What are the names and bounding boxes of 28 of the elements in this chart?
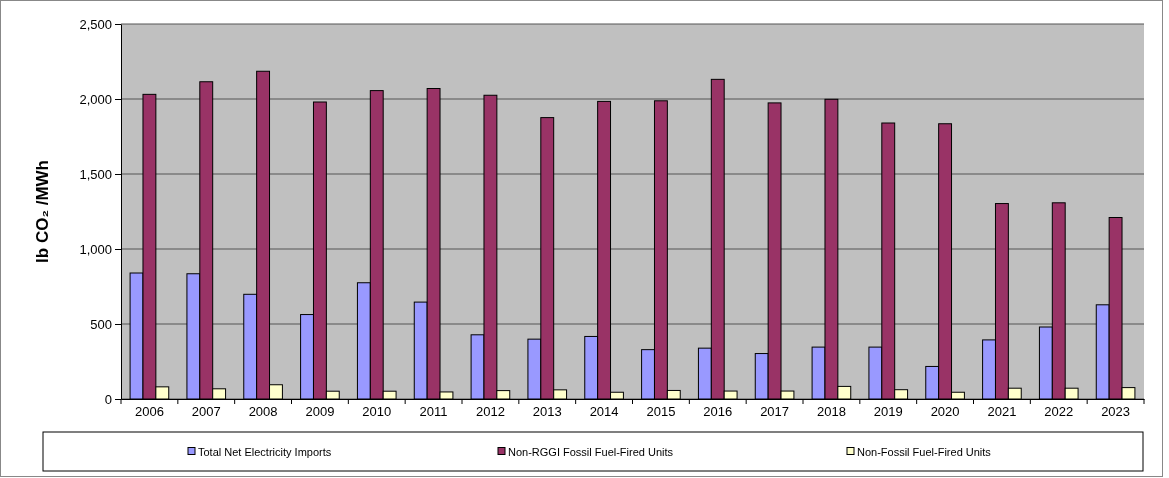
x-tick-label: 2012 (475, 404, 505, 420)
x-tick-label: 2007 (191, 404, 221, 420)
x-tick-label: 2019 (873, 404, 903, 420)
x-tick-label: 2009 (305, 404, 335, 420)
y-tick-label: 500 (90, 316, 112, 332)
x-tick-label: 2015 (646, 404, 676, 420)
x-tick-label: 2017 (760, 404, 790, 420)
x-tick-label: 2023 (1101, 404, 1131, 420)
y-tick-label: 0 (104, 391, 112, 407)
y-tick-label: 2,500 (79, 16, 112, 32)
x-tick-label: 2018 (816, 404, 846, 420)
x-tick-label: 2013 (532, 404, 562, 420)
x-tick-label: 2016 (703, 404, 733, 420)
x-tick-label: 2014 (589, 404, 619, 420)
x-tick-label: 2020 (930, 404, 960, 420)
x-tick-label: 2021 (987, 404, 1017, 420)
x-tick-label: 2008 (248, 404, 278, 420)
x-tick-label: 2010 (362, 404, 392, 420)
legend-label: Non-Fossil Fuel-Fired Units (857, 445, 992, 458)
y-tick-label: 1,500 (79, 166, 112, 182)
x-tick-label: 2006 (134, 404, 164, 420)
y-tick-label: 2,000 (79, 91, 112, 107)
x-tick-label: 2022 (1044, 404, 1074, 420)
x-tick-label: 2011 (419, 404, 448, 420)
y-tick-label: 1,000 (79, 241, 112, 257)
legend-label: Non-RGGI Fossil Fuel-Fired Units (508, 445, 674, 458)
y-axis-title: lb CO₂ /MWh (33, 160, 52, 263)
legend-label: Total Net Electricity Imports (198, 445, 332, 458)
